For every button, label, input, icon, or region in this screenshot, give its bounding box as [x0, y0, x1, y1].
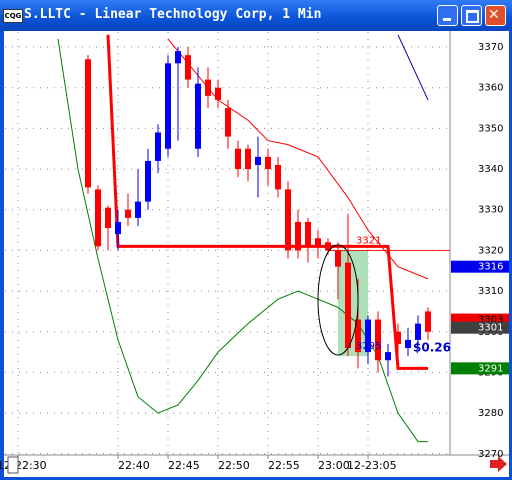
candle-body: [105, 207, 111, 229]
price-label-box: [451, 362, 509, 375]
candle-body: [385, 352, 391, 361]
candle-body: [145, 160, 151, 202]
candle-body: [245, 148, 251, 170]
candle-body: [255, 156, 261, 166]
candle-body: [405, 339, 411, 349]
price-label-box: [451, 260, 509, 273]
y-tick-label: 3360: [478, 83, 503, 94]
candle-body: [345, 262, 351, 349]
x-tick-label: 22:40: [118, 459, 150, 472]
plot: 3370336033503340333033203310330032903280…: [0, 32, 503, 472]
candle-body: [275, 165, 281, 190]
annotation: 3321: [356, 235, 381, 246]
candle-body: [175, 51, 181, 64]
candle-body: [235, 148, 241, 170]
price-label: 3291: [478, 363, 503, 374]
price-label: 3301: [478, 323, 503, 334]
ellipse-markup: [317, 244, 359, 356]
indicator-line: [106, 34, 428, 370]
price-change: $0.26: [413, 341, 451, 355]
maximize-button[interactable]: [461, 5, 482, 26]
candle-body: [295, 221, 301, 251]
window-title: S.LLTC - Linear Technology Corp, 1 Min: [24, 7, 322, 22]
close-button[interactable]: ✕: [485, 5, 506, 26]
x-tick-label: 12-23:05: [347, 459, 397, 472]
scroll-box[interactable]: [7, 456, 19, 474]
candle-body: [95, 189, 101, 247]
y-tick-label: 3350: [478, 123, 503, 134]
candle-body: [425, 311, 431, 332]
y-tick-label: 3310: [478, 286, 503, 297]
y-tick-label: 3330: [478, 205, 503, 216]
candle-body: [225, 108, 231, 137]
price-label: 3316: [478, 262, 503, 273]
highlight-zone: [338, 250, 368, 357]
candle-body: [85, 59, 91, 188]
x-tick-label: 22:45: [168, 459, 200, 472]
app-icon: CQG: [3, 9, 23, 23]
chart-background: [4, 31, 509, 477]
candle-body: [355, 319, 361, 353]
candle-body: [195, 83, 201, 149]
x-tick-label: 22:55: [268, 459, 300, 472]
price-label-box: [451, 321, 509, 334]
candle-body: [395, 331, 401, 344]
candle-body: [415, 323, 421, 340]
title-bar: CQG S.LLTC - Linear Technology Corp, 1 M…: [0, 0, 512, 31]
candle-body: [205, 79, 211, 96]
x-tick-label: 23:00: [318, 459, 350, 472]
y-tick-label: 3270: [478, 449, 503, 460]
x-tick-label: 22:50: [218, 459, 250, 472]
minimize-button[interactable]: [437, 5, 458, 26]
candle-body: [185, 55, 191, 80]
annotation: 3295: [356, 341, 381, 352]
price-label: 3303: [478, 315, 503, 326]
y-tick-label: 3340: [478, 164, 503, 175]
candle-body: [375, 319, 381, 361]
scroll-arrow[interactable]: [490, 456, 507, 472]
candle-body: [325, 242, 331, 251]
candle-body: [125, 209, 131, 218]
candle-body: [165, 63, 171, 149]
candle-body: [155, 132, 161, 161]
y-tick-label: 3280: [478, 408, 503, 419]
candle-body: [115, 221, 121, 235]
candle-body: [315, 238, 321, 247]
candle-body: [365, 319, 371, 353]
candle-body: [135, 201, 141, 218]
indicator-line: [397, 34, 429, 101]
y-tick-label: 3370: [478, 42, 503, 53]
candle-body: [285, 189, 291, 251]
candle-body: [215, 87, 221, 100]
candle-body: [335, 250, 341, 267]
candle-body: [265, 156, 271, 170]
x-tick-label: 12-22:30: [0, 459, 47, 472]
y-tick-label: 3320: [478, 245, 503, 256]
candle-body: [305, 221, 311, 247]
